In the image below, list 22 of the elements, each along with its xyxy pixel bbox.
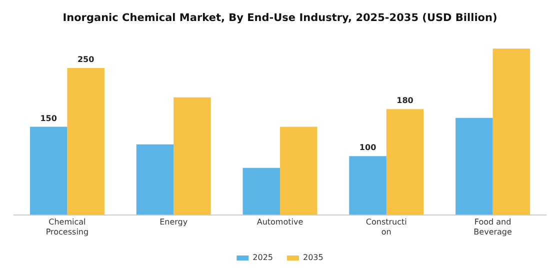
x-tick-label: Energy [160, 218, 188, 227]
bar [136, 144, 174, 215]
x-tick-label: Automotive [256, 218, 304, 227]
bar [349, 156, 386, 215]
x-tick-label: Construction [366, 218, 407, 236]
bar [174, 97, 211, 215]
legend-label: 2035 [303, 253, 324, 262]
bar [280, 126, 318, 215]
bar [456, 118, 493, 215]
bar [30, 126, 68, 215]
data-label: 180 [396, 96, 414, 106]
legend-label: 2025 [252, 253, 273, 262]
bar [242, 168, 280, 215]
bar [67, 68, 104, 215]
x-tick-label: Chemical Processing [46, 218, 89, 236]
x-tick-label: Food and Beverage [474, 218, 512, 236]
bar [386, 109, 424, 215]
data-label: 100 [359, 143, 377, 152]
bar [492, 48, 530, 215]
data-label: 250 [77, 55, 95, 64]
chart-title: Inorganic Chemical Market, By End-Use Industry, 2025-2035 (USD Billion) [62, 12, 498, 24]
data-label: 150 [40, 114, 58, 123]
